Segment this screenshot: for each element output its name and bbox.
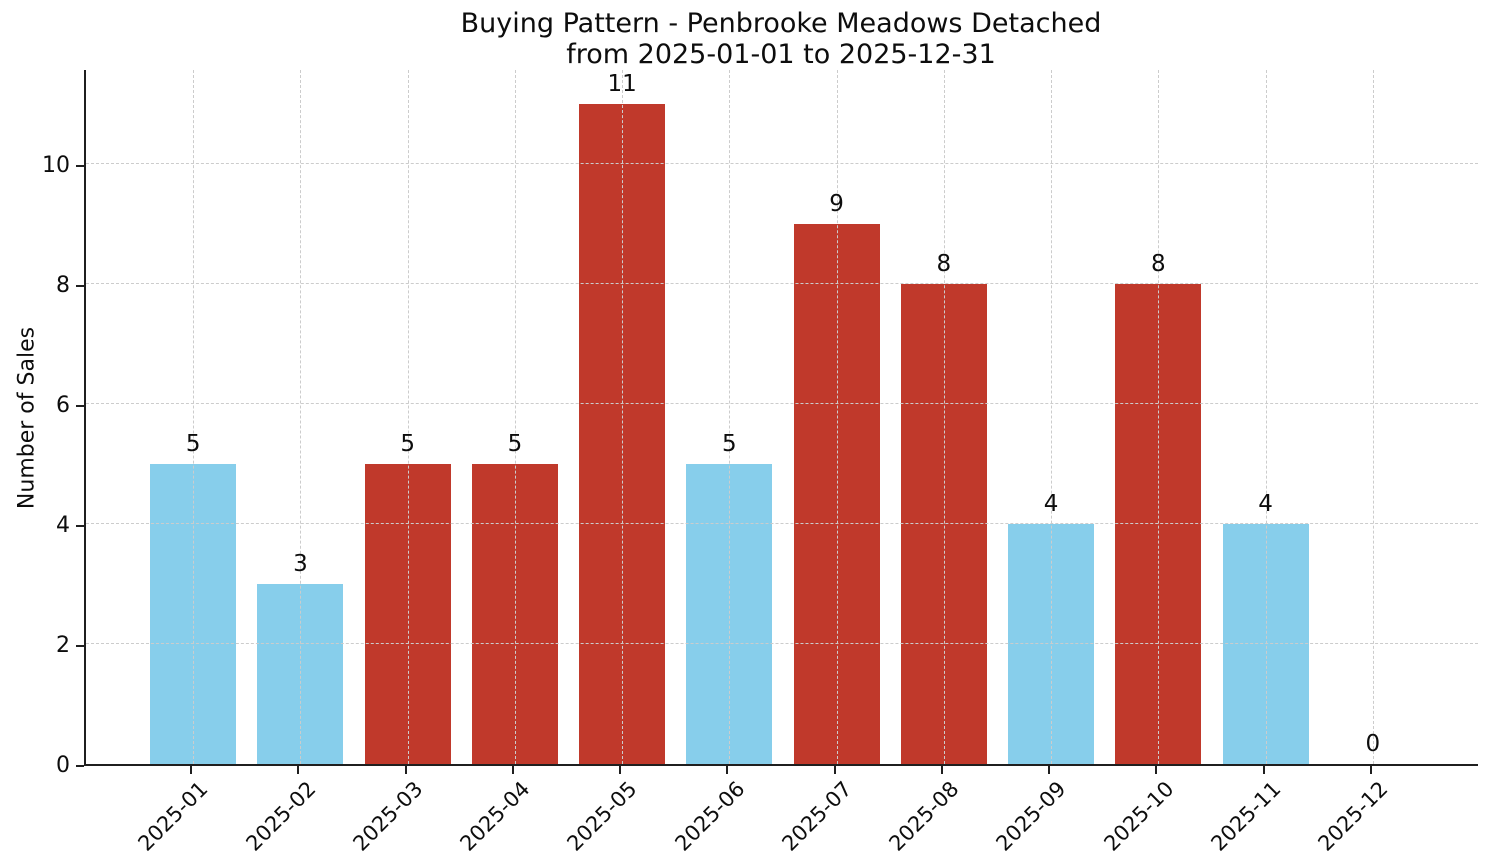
- x-tick-label-text-2025-06: 2025-06: [670, 776, 750, 856]
- bar-2025-11: [1222, 524, 1309, 764]
- x-tick-label-text-2025-12: 2025-12: [1313, 776, 1393, 856]
- bar-value-2025-08: 8: [936, 251, 952, 277]
- x-tick-label-text-2025-02: 2025-02: [241, 776, 321, 856]
- x-gridline-2025-12: [1372, 70, 1374, 764]
- x-tick-label-text-2025-05: 2025-05: [562, 776, 642, 856]
- x-gridline-2025-09: [1051, 70, 1053, 764]
- grid-layer: [86, 70, 1478, 764]
- bar-value-2025-11: 4: [1258, 491, 1273, 517]
- y-tick-mark-0: [76, 765, 84, 767]
- bar-value-2025-07: 9: [829, 191, 844, 217]
- bars-layer: [86, 70, 1478, 764]
- bar-value-2025-03: 5: [400, 431, 416, 457]
- bar-value-2025-04: 5: [507, 431, 523, 457]
- x-gridline-2025-02: [300, 70, 302, 764]
- chart-title-line1: Buying Pattern - Penbrooke Meadows Detac…: [460, 8, 1102, 39]
- x-tick-mark-2025-07: [833, 766, 836, 774]
- bar-value-2025-12: 0: [1365, 731, 1381, 757]
- x-tick-label-text-2025-10: 2025-10: [1098, 776, 1178, 856]
- x-gridline-2025-10: [1158, 70, 1160, 764]
- y-tick-mark-4: [76, 525, 84, 527]
- y-tick-label-2: 2: [56, 633, 70, 658]
- x-tick-mark-2025-09: [1048, 766, 1051, 774]
- bar-2025-09: [1008, 524, 1095, 764]
- x-tick-mark-2025-04: [511, 766, 514, 774]
- y-gridline-10: [86, 163, 1478, 164]
- bar-value-2025-10: 8: [1150, 251, 1166, 277]
- x-gridline-2025-06: [729, 70, 731, 764]
- y-tick-label-4: 4: [56, 513, 70, 538]
- y-tick-mark-6: [76, 405, 84, 407]
- x-tick-label-text-2025-07: 2025-07: [777, 776, 857, 856]
- bar-value-2025-02: 3: [293, 551, 308, 577]
- x-gridline-2025-11: [1265, 70, 1267, 764]
- x-gridline-2025-05: [622, 70, 624, 764]
- y-gridline-6: [86, 403, 1478, 404]
- x-tick-mark-2025-03: [404, 766, 407, 774]
- y-tick-mark-10: [76, 165, 84, 167]
- bar-2025-10: [1115, 284, 1202, 764]
- bar-2025-08: [900, 284, 987, 764]
- y-tick-label-10: 10: [42, 153, 70, 178]
- x-tick-mark-2025-01: [190, 766, 193, 774]
- y-tick-label-8: 8: [56, 273, 70, 298]
- x-tick-label-text-2025-11: 2025-11: [1206, 776, 1286, 856]
- x-tick-mark-2025-12: [1369, 766, 1372, 774]
- plot-area: 5 3 5 5 11 5 9 8 4 8 4 0: [84, 70, 1478, 766]
- x-tick-label-text-2025-03: 2025-03: [348, 776, 428, 856]
- bar-2025-02: [257, 584, 344, 764]
- labels-layer: 5 3 5 5 11 5 9 8 4 8 4 0: [86, 70, 1478, 764]
- bar-value-2025-09: 4: [1043, 491, 1059, 517]
- x-tick-mark-2025-02: [297, 766, 300, 774]
- bar-2025-06: [686, 464, 773, 764]
- x-gridline-2025-01: [193, 70, 195, 764]
- x-tick-label-text-2025-01: 2025-01: [133, 776, 213, 856]
- bar-2025-07: [793, 224, 880, 764]
- bar-2025-04: [471, 464, 558, 764]
- x-gridline-2025-08: [943, 70, 945, 764]
- y-gridline-2: [86, 643, 1478, 644]
- x-tick-mark-2025-06: [726, 766, 729, 774]
- x-tick-label-text-2025-08: 2025-08: [884, 776, 964, 856]
- x-tick-mark-2025-08: [940, 766, 943, 774]
- y-tick-label-6: 6: [56, 393, 70, 418]
- x-gridline-2025-07: [836, 70, 838, 764]
- x-gridline-2025-03: [407, 70, 409, 764]
- y-gridline-4: [86, 523, 1478, 524]
- x-tick-mark-2025-11: [1262, 766, 1265, 774]
- bar-value-2025-06: 5: [722, 431, 737, 457]
- bar-2025-03: [364, 464, 451, 764]
- y-gridline-8: [86, 283, 1478, 284]
- chart-title: Buying Pattern - Penbrooke Meadows Detac…: [84, 8, 1478, 70]
- y-tick-mark-8: [76, 285, 84, 287]
- x-tick-mark-2025-05: [619, 766, 622, 774]
- bar-value-2025-05: 11: [607, 71, 637, 97]
- y-tick-label-0: 0: [56, 753, 70, 778]
- x-tick-mark-2025-10: [1155, 766, 1158, 774]
- y-tick-mark-2: [76, 645, 84, 647]
- chart-title-line2: from 2025-01-01 to 2025-12-31: [566, 39, 996, 70]
- bar-2025-05: [579, 104, 666, 764]
- x-tick-label-text-2025-09: 2025-09: [991, 776, 1071, 856]
- x-gridline-2025-04: [514, 70, 516, 764]
- x-tick-label-text-2025-04: 2025-04: [455, 776, 535, 856]
- bar-value-2025-01: 5: [185, 431, 201, 457]
- bar-2025-01: [150, 464, 237, 764]
